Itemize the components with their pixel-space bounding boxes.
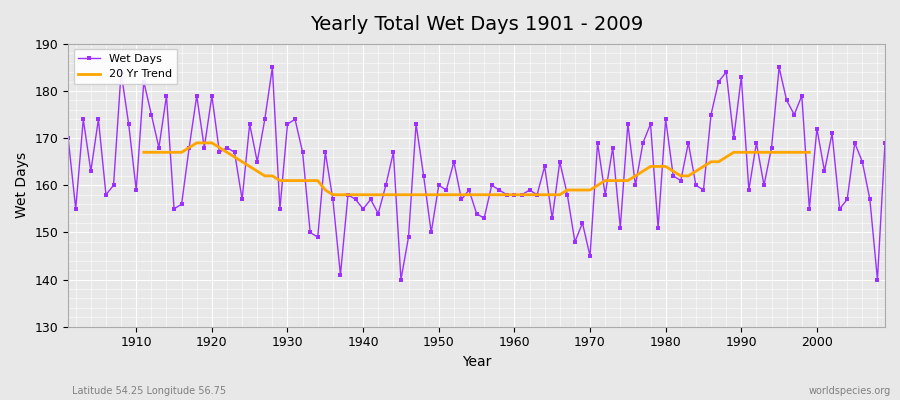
20 Yr Trend xyxy=(192,140,202,145)
Wet Days xyxy=(395,277,406,282)
Wet Days xyxy=(615,225,626,230)
20 Yr Trend xyxy=(230,155,240,160)
20 Yr Trend xyxy=(214,145,225,150)
Line: 20 Yr Trend: 20 Yr Trend xyxy=(144,143,809,195)
Text: worldspecies.org: worldspecies.org xyxy=(809,386,891,396)
Y-axis label: Wet Days: Wet Days xyxy=(15,152,29,218)
20 Yr Trend xyxy=(743,150,754,155)
20 Yr Trend xyxy=(139,150,149,155)
Legend: Wet Days, 20 Yr Trend: Wet Days, 20 Yr Trend xyxy=(74,50,176,84)
X-axis label: Year: Year xyxy=(462,355,491,369)
20 Yr Trend xyxy=(282,178,292,183)
Wet Days xyxy=(63,136,74,140)
20 Yr Trend xyxy=(410,192,421,197)
Text: Latitude 54.25 Longitude 56.75: Latitude 54.25 Longitude 56.75 xyxy=(72,386,226,396)
Line: Wet Days: Wet Days xyxy=(67,66,886,281)
Wet Days xyxy=(267,65,278,70)
20 Yr Trend xyxy=(494,192,505,197)
Wet Days xyxy=(879,140,890,145)
Wet Days xyxy=(297,150,308,155)
20 Yr Trend xyxy=(328,192,338,197)
20 Yr Trend xyxy=(804,150,814,155)
Wet Days xyxy=(123,122,134,126)
Wet Days xyxy=(343,192,354,197)
Wet Days xyxy=(524,188,535,192)
Wet Days xyxy=(517,192,527,197)
Title: Yearly Total Wet Days 1901 - 2009: Yearly Total Wet Days 1901 - 2009 xyxy=(310,15,644,34)
